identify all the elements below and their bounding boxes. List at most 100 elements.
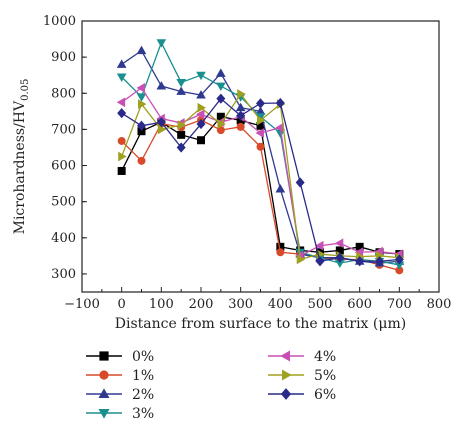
data-point	[394, 254, 404, 265]
data-point	[136, 45, 147, 55]
axes: −100 0 100 200 300 400 500 600 700 800 300 400 500 60…	[43, 14, 452, 312]
series-3	[116, 39, 405, 270]
legend-label: 2%	[132, 387, 154, 403]
data-point	[295, 177, 305, 188]
x-axis-label: Distance from surface to the matrix (μm)	[115, 316, 406, 332]
data-point	[116, 97, 126, 108]
data-point	[197, 102, 206, 113]
data-point	[116, 59, 127, 68]
legend-marker	[98, 409, 110, 419]
data-point	[256, 142, 265, 151]
legend-marker	[282, 369, 292, 381]
data-point	[237, 89, 246, 99]
y-tick-label: 500	[51, 195, 76, 210]
data-point	[176, 78, 186, 88]
legend-item: 2%	[86, 387, 154, 403]
data-point	[137, 120, 146, 131]
data-point	[156, 39, 167, 48]
x-tick-label: 700	[387, 297, 412, 312]
data-point	[177, 120, 187, 130]
legend-marker	[98, 388, 110, 398]
data-point	[355, 256, 365, 267]
y-tick-label: 400	[51, 231, 76, 246]
x-tick-label: −100	[64, 297, 100, 312]
data-point	[196, 90, 206, 99]
legend-marker	[280, 350, 290, 362]
data-point	[375, 256, 384, 267]
y-axis-label: Microhardness/HV0.05	[12, 79, 31, 235]
y-tick-label: 800	[51, 86, 76, 101]
series-6	[117, 93, 404, 267]
legend-item: 3%	[86, 406, 154, 422]
data-point	[275, 97, 285, 109]
series-line	[121, 116, 400, 255]
x-tick-label: 600	[347, 297, 372, 312]
series-line	[121, 49, 400, 264]
x-tick-label: 300	[228, 297, 253, 312]
data-point	[138, 99, 147, 109]
data-point	[276, 248, 285, 257]
legend-item: 6%	[268, 387, 336, 403]
legend-label: 0%	[132, 349, 154, 365]
legend-label: 3%	[132, 406, 154, 422]
data-point	[117, 136, 126, 145]
x-tick-label: 100	[149, 297, 174, 312]
y-tick-label: 300	[51, 267, 76, 282]
series-2	[116, 45, 405, 267]
data-point	[296, 254, 306, 265]
series-line	[121, 41, 400, 266]
legend-marker	[99, 351, 109, 361]
data-point	[136, 83, 145, 93]
y-tick-label: 700	[51, 122, 76, 137]
legend-item: 4%	[268, 349, 336, 365]
data-point	[216, 68, 226, 77]
y-tick-label: 1000	[43, 14, 76, 29]
data-point	[156, 81, 167, 90]
data-point	[334, 238, 344, 249]
legend-item: 0%	[86, 349, 154, 365]
data-point	[315, 256, 325, 267]
series-layer	[116, 39, 405, 275]
data-point	[116, 73, 127, 82]
data-point	[117, 108, 127, 119]
data-point	[217, 119, 226, 129]
legend-item: 5%	[268, 368, 336, 384]
y-tick-label: 900	[51, 50, 76, 65]
legend-item: 1%	[86, 368, 154, 384]
data-point	[157, 124, 167, 135]
data-point	[216, 93, 226, 104]
x-tick-label: 200	[189, 297, 214, 312]
plot-frame	[81, 20, 440, 293]
data-point	[216, 82, 226, 91]
x-tick-label: 400	[268, 297, 293, 312]
data-point	[257, 115, 266, 126]
legend-label: 1%	[132, 368, 154, 384]
legend-marker	[280, 388, 292, 400]
x-tick-label: 0	[118, 297, 126, 312]
data-point	[117, 166, 126, 175]
legend-label: 5%	[314, 368, 336, 384]
series-5	[118, 89, 405, 265]
x-tick-label: 500	[308, 297, 333, 312]
data-point	[176, 142, 186, 153]
data-point	[176, 86, 186, 95]
data-point	[137, 156, 146, 165]
data-point	[136, 93, 147, 102]
data-point	[118, 151, 127, 162]
x-tick-label: 800	[427, 297, 452, 312]
data-point	[156, 117, 166, 128]
data-point	[235, 102, 246, 112]
data-point	[236, 122, 245, 131]
y-axis-label-main: Microhardness/HV	[12, 100, 28, 234]
data-point	[196, 118, 206, 130]
data-point	[196, 71, 206, 81]
data-point	[335, 252, 345, 263]
data-point	[255, 128, 264, 138]
y-axis-label-subscript: 0.05	[20, 79, 31, 101]
data-point	[196, 136, 205, 145]
legend-marker	[99, 370, 109, 380]
legend-label: 4%	[314, 349, 336, 365]
y-tick-label: 600	[51, 159, 76, 174]
data-point	[236, 110, 246, 121]
data-point	[256, 98, 265, 109]
